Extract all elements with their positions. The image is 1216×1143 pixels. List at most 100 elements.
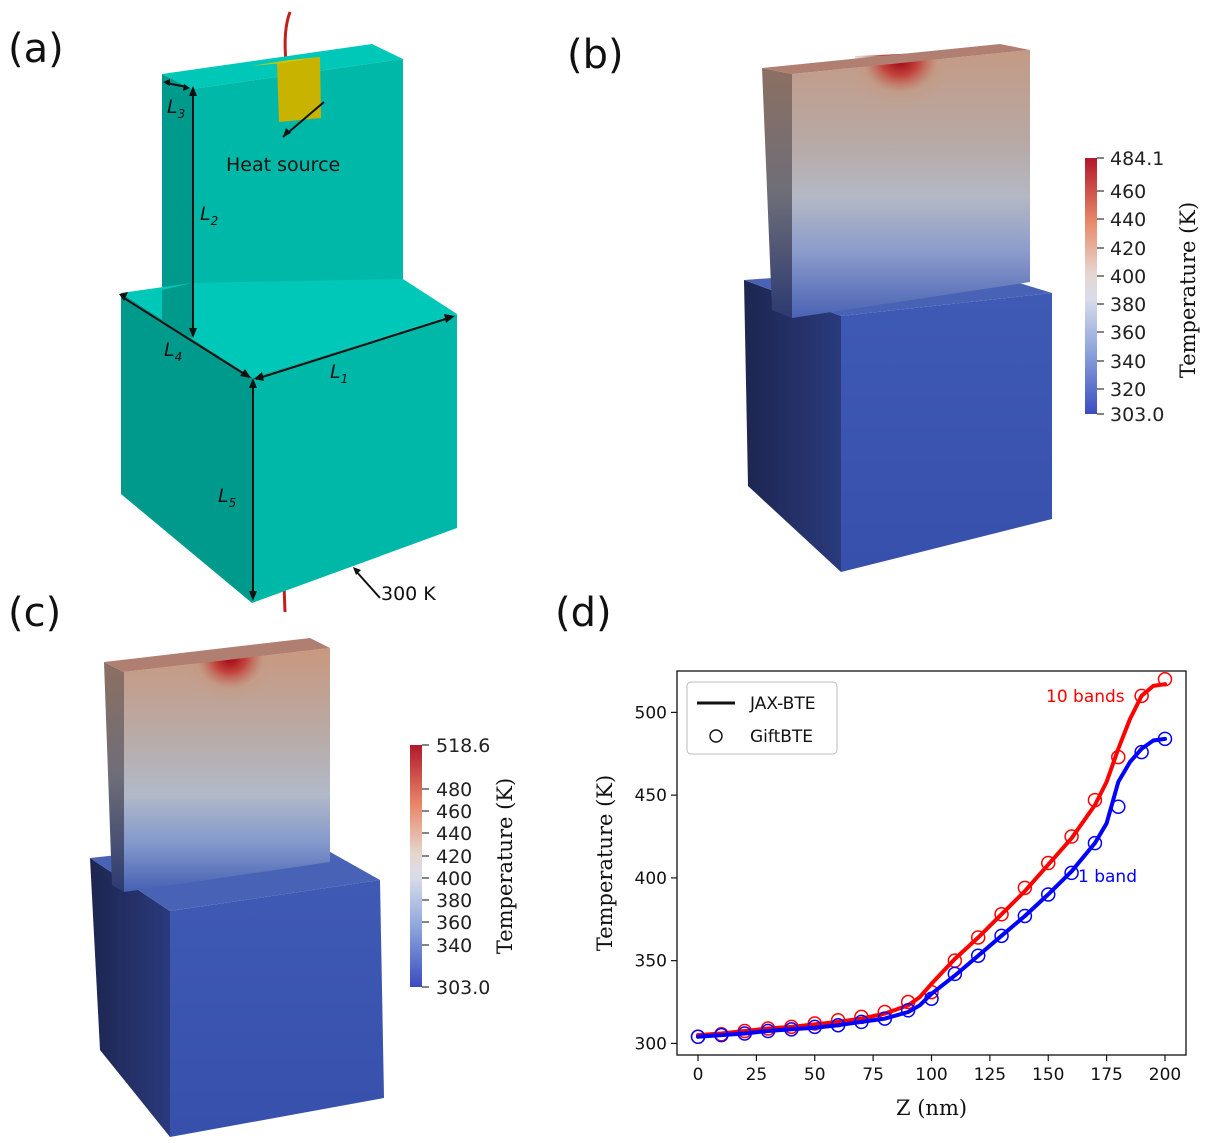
y-tick-label: 450: [635, 786, 667, 806]
colorbar-c: [410, 745, 422, 987]
data-point-ten-bands: [1064, 829, 1079, 844]
boundary-pointer: [354, 569, 381, 599]
colorbar-b-tick: 420: [1110, 238, 1146, 260]
base-left-face: [121, 293, 252, 603]
panel-c-label: (c): [8, 590, 61, 636]
data-point-one-band: [714, 1027, 729, 1043]
data-point-ten-bands: [924, 984, 939, 1000]
base-front-face: [252, 314, 457, 603]
colorbar-c-tick: 440: [436, 823, 472, 845]
fin-side-face: [162, 74, 192, 338]
x-tick-label: 100: [915, 1065, 947, 1085]
data-point-ten-bands: [807, 1016, 823, 1031]
cube-c-front: [170, 880, 384, 1137]
colorbar-b-max: 484.1: [1110, 148, 1164, 170]
x-tick-label: 150: [1032, 1065, 1064, 1085]
x-tick-label: 200: [1149, 1065, 1181, 1085]
panel-c: (c) 518.6 480 460 440 420 400 380: [8, 590, 517, 1137]
data-point-one-band: [994, 928, 1009, 944]
colorbar-b: [1085, 158, 1097, 414]
x-tick-label: 175: [1090, 1065, 1122, 1085]
data-point-ten-bands: [1017, 880, 1033, 896]
series-line-one-band: [696, 736, 1167, 1039]
data-point-one-band: [947, 966, 963, 982]
data-point-one-band: [830, 1017, 846, 1033]
l1-label: L1: [330, 361, 348, 386]
panel-d: (d) 0 25 50 75 100 125 150 175 200 300 350 400 450 50…: [555, 590, 1187, 1120]
fin-c-front: [124, 648, 330, 892]
wire-top: [283, 11, 292, 63]
data-point-one-band: [1157, 731, 1173, 747]
legend-label: GiftBTE: [750, 727, 813, 747]
y-tick-label: 300: [635, 1034, 667, 1054]
colorbar-b-min: 303.0: [1110, 404, 1164, 426]
fin-overlap-shadow: [162, 283, 192, 338]
data-point-ten-bands: [900, 994, 916, 1010]
data-point-one-band: [784, 1022, 799, 1037]
colorbar-c-tick: 480: [436, 779, 472, 801]
x-tick-label: 25: [746, 1065, 768, 1085]
data-point-ten-bands: [1134, 688, 1149, 704]
data-point-one-band: [807, 1019, 823, 1035]
dimension-arrows: [123, 82, 453, 599]
cube-c-left: [90, 858, 170, 1137]
data-point-one-band: [1111, 799, 1126, 814]
data-point-one-band: [737, 1026, 752, 1041]
cube-b-left: [744, 280, 841, 572]
l4-arrow: [123, 297, 250, 378]
cube-b-front: [841, 293, 1052, 572]
heat-source-top: [251, 57, 320, 66]
legend-circle-swatch: [709, 729, 723, 743]
heat-source-patch: [277, 57, 321, 122]
fin-b-side: [762, 68, 792, 318]
colorbar-b-tick: 460: [1110, 181, 1146, 203]
colorbar-c-tick: 340: [436, 935, 472, 957]
colorbar-c-tick: 360: [436, 912, 472, 934]
y-axis-label: Temperature (K): [593, 775, 617, 951]
panel-b-label: (b): [567, 32, 624, 78]
fin-c-top: [104, 638, 330, 672]
data-point-one-band: [1017, 908, 1033, 924]
data-point-one-band: [970, 948, 986, 963]
colorbar-b-ticks: [1097, 157, 1104, 415]
colorbar-c-title: Temperature (K): [493, 778, 517, 954]
data-point-one-band: [1134, 744, 1149, 760]
panel-a: (a): [8, 11, 457, 613]
fin-b-hotspot: [855, 52, 945, 130]
l4-label: L4: [164, 339, 182, 364]
colorbar-b-tick: 360: [1110, 322, 1146, 344]
x-tick-label: 0: [693, 1065, 704, 1085]
colorbar-b-tick: 380: [1110, 294, 1146, 316]
y-tick-label: 500: [635, 703, 667, 723]
fin-front-face: [192, 59, 403, 338]
colorbar-c-tick: 420: [436, 846, 472, 868]
panel-a-label: (a): [8, 26, 64, 72]
data-point-one-band: [854, 1014, 869, 1030]
heat-source-pointer: [282, 101, 325, 138]
x-axis-label: Z (nm): [896, 1096, 967, 1120]
data-point-one-band: [760, 1023, 776, 1039]
data-point-ten-bands: [1040, 855, 1056, 871]
legend-box: [686, 681, 838, 755]
data-point-one-band: [1040, 887, 1056, 902]
series-line-ten-bands: [696, 682, 1167, 1038]
colorbar-b-tick: 440: [1110, 209, 1146, 231]
x-tick-label: 125: [974, 1065, 1006, 1085]
series-annotation-ten-bands: 10 bands: [1046, 687, 1125, 707]
l2-label: L2: [200, 203, 218, 228]
legend-label: JAX-BTE: [749, 694, 815, 714]
fin-c-hotspot: [190, 650, 270, 724]
x-tick-label: 50: [804, 1065, 826, 1085]
base-top-face: [121, 279, 457, 377]
colorbar-c-min: 303.0: [436, 977, 490, 999]
fin-b-front: [792, 50, 1030, 318]
data-point-one-band: [1087, 835, 1103, 851]
colorbar-c-tick: 400: [436, 868, 472, 890]
data-point-ten-bands: [1111, 749, 1126, 765]
data-point-ten-bands: [970, 930, 986, 945]
fin-c-side: [104, 662, 124, 892]
colorbar-c-ticks: [422, 744, 429, 988]
data-point-one-band: [900, 1003, 916, 1018]
colorbar-b-tick: 320: [1110, 379, 1146, 401]
